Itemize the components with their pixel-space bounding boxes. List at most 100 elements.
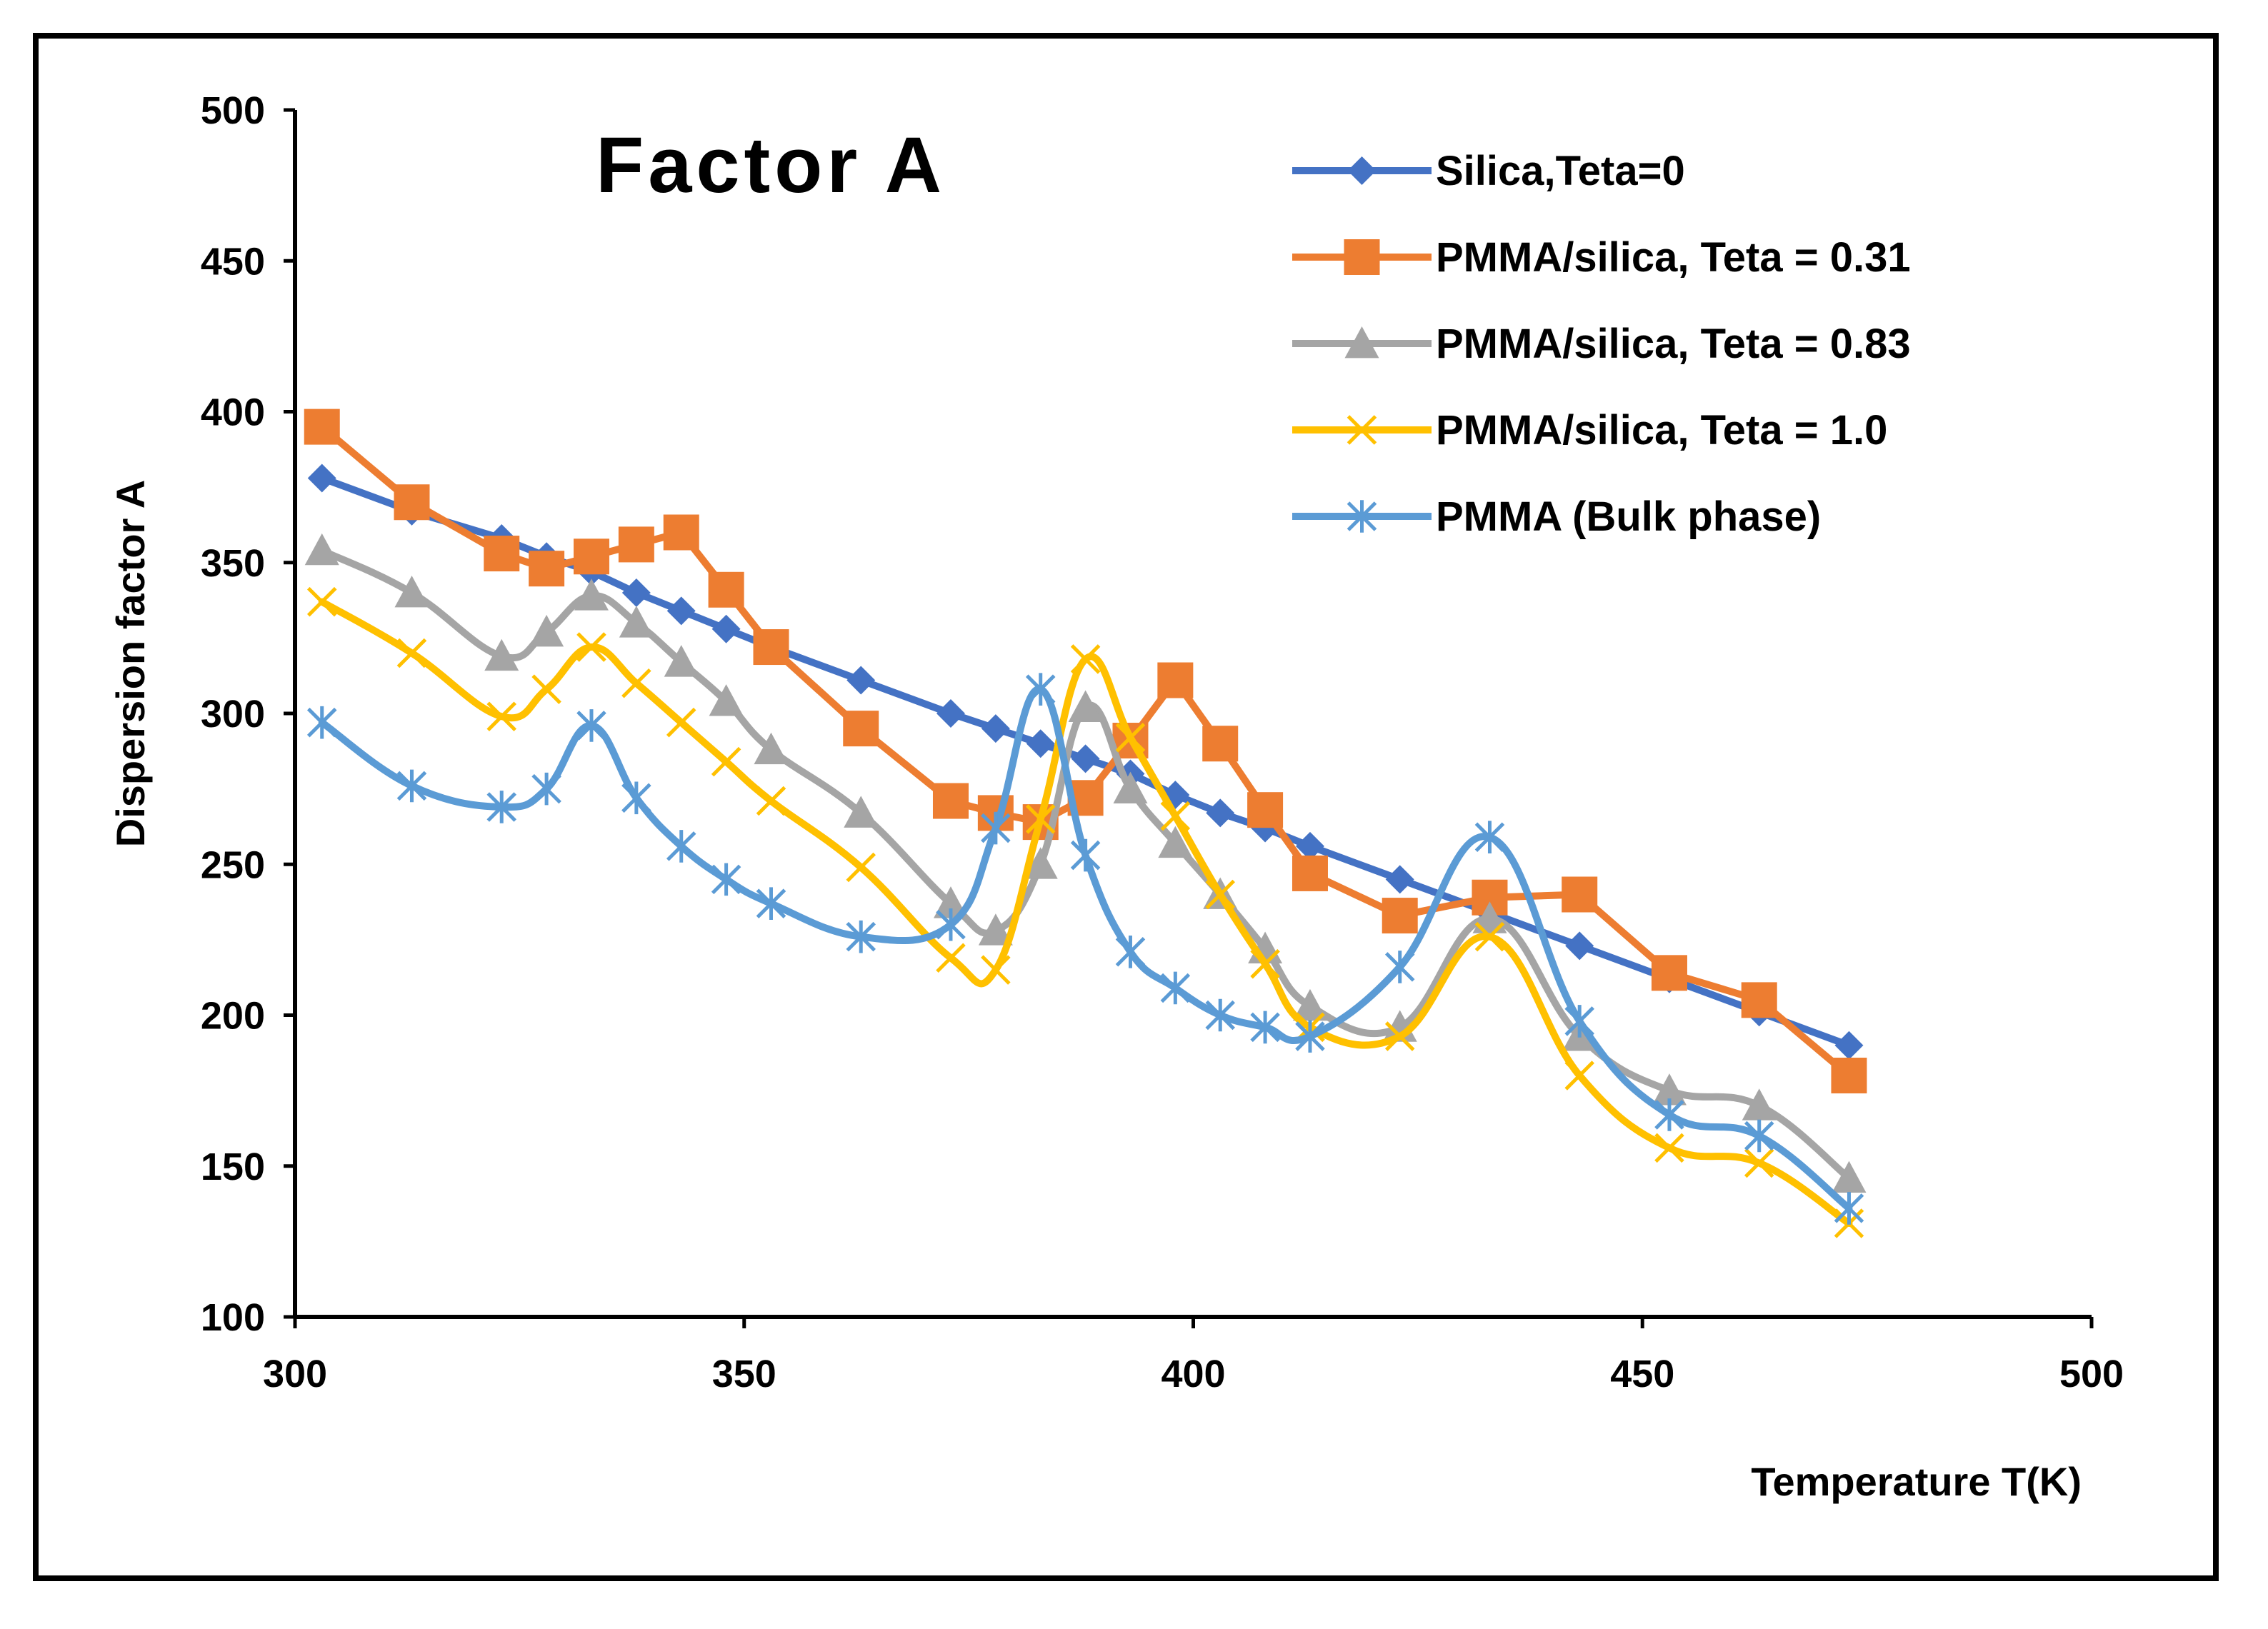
legend-marker: [1344, 326, 1379, 359]
data-point: [529, 551, 565, 587]
data-point: [936, 699, 965, 728]
data-point: [531, 772, 561, 806]
data-point: [1295, 831, 1324, 861]
data-point: [664, 645, 699, 677]
data-point: [1023, 847, 1058, 879]
data-point: [711, 863, 741, 896]
data-point: [711, 614, 741, 643]
data-point: [394, 484, 430, 521]
legend-label: PMMA/silica, Teta = 0.83: [1436, 321, 1911, 367]
data-point: [1651, 955, 1687, 991]
y-tick-label: 400: [201, 391, 265, 434]
data-point: [936, 943, 966, 973]
data-point: [1384, 1021, 1415, 1051]
data-point: [1068, 690, 1103, 722]
data-point: [1742, 1088, 1777, 1121]
data-point: [711, 746, 741, 777]
data-point: [486, 701, 516, 731]
x-axis-label: Temperature T(K): [1751, 1459, 2082, 1504]
y-tick-label: 200: [201, 995, 265, 1038]
y-axis-label: Dispersion factor A: [108, 480, 153, 847]
data-point: [981, 714, 1010, 743]
data-point: [1565, 931, 1594, 961]
data-point: [621, 578, 651, 607]
data-point: [666, 830, 696, 863]
data-point: [666, 596, 696, 626]
data-point: [304, 533, 339, 566]
data-point: [756, 786, 786, 816]
data-point: [396, 769, 427, 803]
data-point: [1564, 1005, 1594, 1038]
data-point: [1025, 804, 1056, 834]
data-point: [1158, 826, 1193, 858]
data-point: [981, 811, 1011, 845]
data-point: [573, 538, 609, 575]
legend-marker: [1344, 239, 1380, 275]
axes: 100 150 200 250 300 350 400 450 500 300 350 400 450 5…: [201, 89, 2124, 1395]
series-4: [306, 586, 1864, 1238]
data-point: [1025, 673, 1056, 706]
y-tick-label: 150: [201, 1146, 265, 1188]
data-point: [666, 707, 696, 738]
legend-label: PMMA (Bulk phase): [1436, 493, 1821, 540]
legend-label: PMMA/silica, Teta = 1.0: [1436, 407, 1887, 453]
data-point: [1206, 798, 1235, 828]
y-tick-label: 300: [201, 693, 265, 736]
data-point: [1744, 1119, 1774, 1153]
data-point: [1474, 921, 1505, 952]
legend-marker: [1347, 500, 1377, 533]
data-point: [621, 668, 651, 698]
data-point: [1295, 1020, 1325, 1053]
chart-title: Factor A: [596, 121, 946, 209]
data-point: [1834, 1192, 1864, 1225]
data-point: [1382, 898, 1418, 934]
data-point: [936, 908, 966, 941]
data-point: [484, 536, 520, 572]
data-point: [753, 629, 789, 666]
data-point: [981, 955, 1011, 985]
y-tick-label: 350: [201, 542, 265, 585]
data-point: [1115, 723, 1146, 753]
legend-marker: [1347, 415, 1377, 445]
data-point: [1654, 1133, 1684, 1163]
data-point: [1831, 1058, 1867, 1093]
legend-marker: [1347, 156, 1377, 185]
data-point: [846, 666, 876, 695]
series-line: [318, 686, 1853, 1212]
data-point: [756, 887, 786, 920]
data-point: [663, 514, 699, 551]
data-point: [484, 638, 519, 671]
data-point: [1385, 865, 1414, 894]
data-point: [1474, 821, 1505, 854]
data-point: [1070, 644, 1101, 674]
legend: Silica,Teta=0 PMMA/silica, Teta = 0.31 PMM…: [1292, 148, 1911, 540]
data-point: [1744, 1148, 1774, 1178]
legend-entry-5: PMMA (Bulk phase): [1292, 493, 1821, 540]
data-point: [1834, 1031, 1864, 1060]
data-point: [1292, 988, 1327, 1021]
data-point: [619, 606, 654, 638]
data-point: [306, 586, 337, 617]
legend-entry-1: Silica,Teta=0: [1292, 148, 1685, 194]
data-point: [1205, 998, 1235, 1032]
x-tick-label: 400: [1161, 1353, 1225, 1395]
data-point: [576, 709, 606, 742]
y-tick-label: 100: [201, 1296, 265, 1339]
legend-entry-3: PMMA/silica, Teta = 0.83: [1292, 321, 1911, 367]
data-point: [1832, 1161, 1867, 1193]
data-point: [1247, 792, 1284, 828]
series-5: [306, 673, 1864, 1225]
legend-entry-4: PMMA/silica, Teta = 1.0: [1292, 407, 1887, 453]
data-point: [531, 674, 561, 704]
legend-label: Silica,Teta=0: [1436, 148, 1685, 194]
data-point: [933, 886, 968, 918]
data-point: [709, 684, 744, 716]
data-point: [394, 576, 429, 608]
y-tick-label: 450: [201, 240, 265, 283]
data-point: [1384, 951, 1415, 983]
data-point: [304, 408, 340, 445]
data-point: [1564, 1061, 1594, 1091]
data-point: [306, 706, 337, 739]
legend-label: PMMA/silica, Teta = 0.31: [1436, 234, 1911, 281]
legend-entry-2: PMMA/silica, Teta = 0.31: [1292, 234, 1911, 281]
